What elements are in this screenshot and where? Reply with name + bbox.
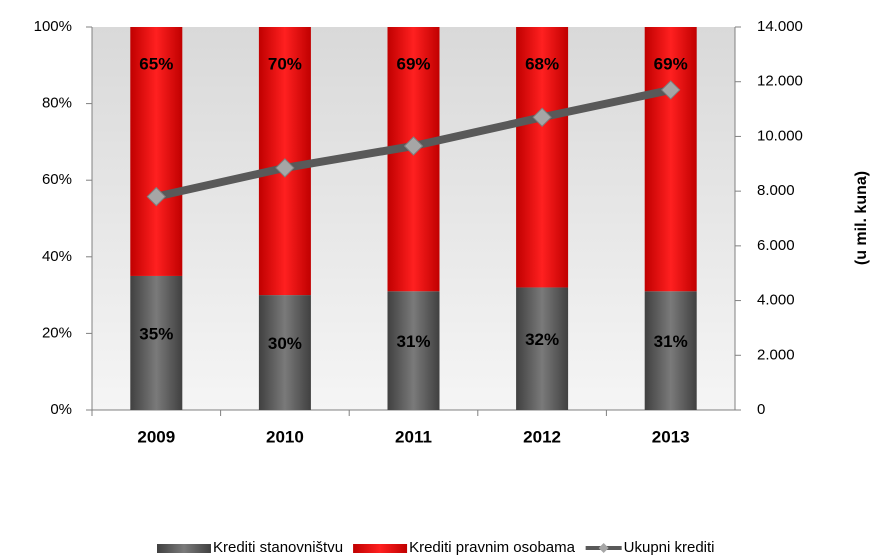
y2-tick-label: 0 — [757, 401, 765, 418]
data-label: 32% — [525, 330, 559, 349]
y-tick-label: 80% — [42, 95, 72, 112]
data-label: 69% — [654, 54, 688, 73]
y-tick-label: 0% — [50, 401, 72, 418]
y2-tick-label: 8.000 — [757, 182, 795, 199]
y2-tick-label: 14.000 — [757, 18, 803, 35]
legend-label: Krediti pravnim osobama — [409, 539, 576, 556]
x-tick-label: 2011 — [395, 427, 432, 446]
legend-swatch — [598, 543, 609, 553]
bar-segment — [258, 295, 311, 410]
y2-tick-label: 10.000 — [757, 127, 803, 144]
bar-segment — [387, 27, 440, 292]
data-label: 35% — [139, 324, 173, 343]
data-label: 69% — [396, 54, 430, 73]
line-marker — [146, 186, 167, 207]
y2-tick-label: 6.000 — [757, 237, 795, 254]
data-label: 70% — [268, 54, 302, 73]
data-label: 30% — [268, 334, 302, 353]
bar-segment — [130, 27, 183, 276]
line-marker — [275, 158, 295, 178]
bar-segment — [644, 291, 697, 410]
y-tick-label: 100% — [34, 18, 72, 35]
legend-label: Krediti stanovništvu — [213, 539, 343, 556]
y2-axis-label: (u mil. kuna) — [853, 171, 870, 265]
legend-label: Ukupni krediti — [624, 539, 715, 556]
line-marker — [532, 107, 552, 127]
bar-segment — [387, 291, 440, 410]
y2-tick-label: 12.000 — [757, 73, 803, 90]
y-tick-label: 60% — [42, 171, 72, 188]
line-marker — [660, 80, 681, 100]
bar-segment — [130, 275, 183, 410]
x-tick-label: 2010 — [266, 427, 304, 446]
legend-swatch — [157, 544, 211, 553]
legend-swatch — [353, 544, 408, 553]
x-tick-label: 2012 — [523, 427, 561, 446]
data-label: 31% — [396, 332, 430, 351]
bar-segment — [516, 287, 569, 410]
data-label: 65% — [139, 54, 173, 73]
bar-segment — [516, 27, 569, 288]
x-tick-label: 2009 — [137, 427, 175, 446]
y-tick-label: 20% — [42, 324, 72, 341]
y2-tick-label: 4.000 — [757, 292, 795, 309]
x-tick-label: 2013 — [652, 427, 690, 446]
y-tick-label: 40% — [42, 248, 72, 265]
bar-segment — [644, 27, 697, 292]
line-marker — [403, 136, 424, 156]
data-label: 68% — [525, 54, 559, 73]
data-label: 31% — [654, 332, 688, 351]
y2-tick-label: 2.000 — [757, 346, 795, 363]
